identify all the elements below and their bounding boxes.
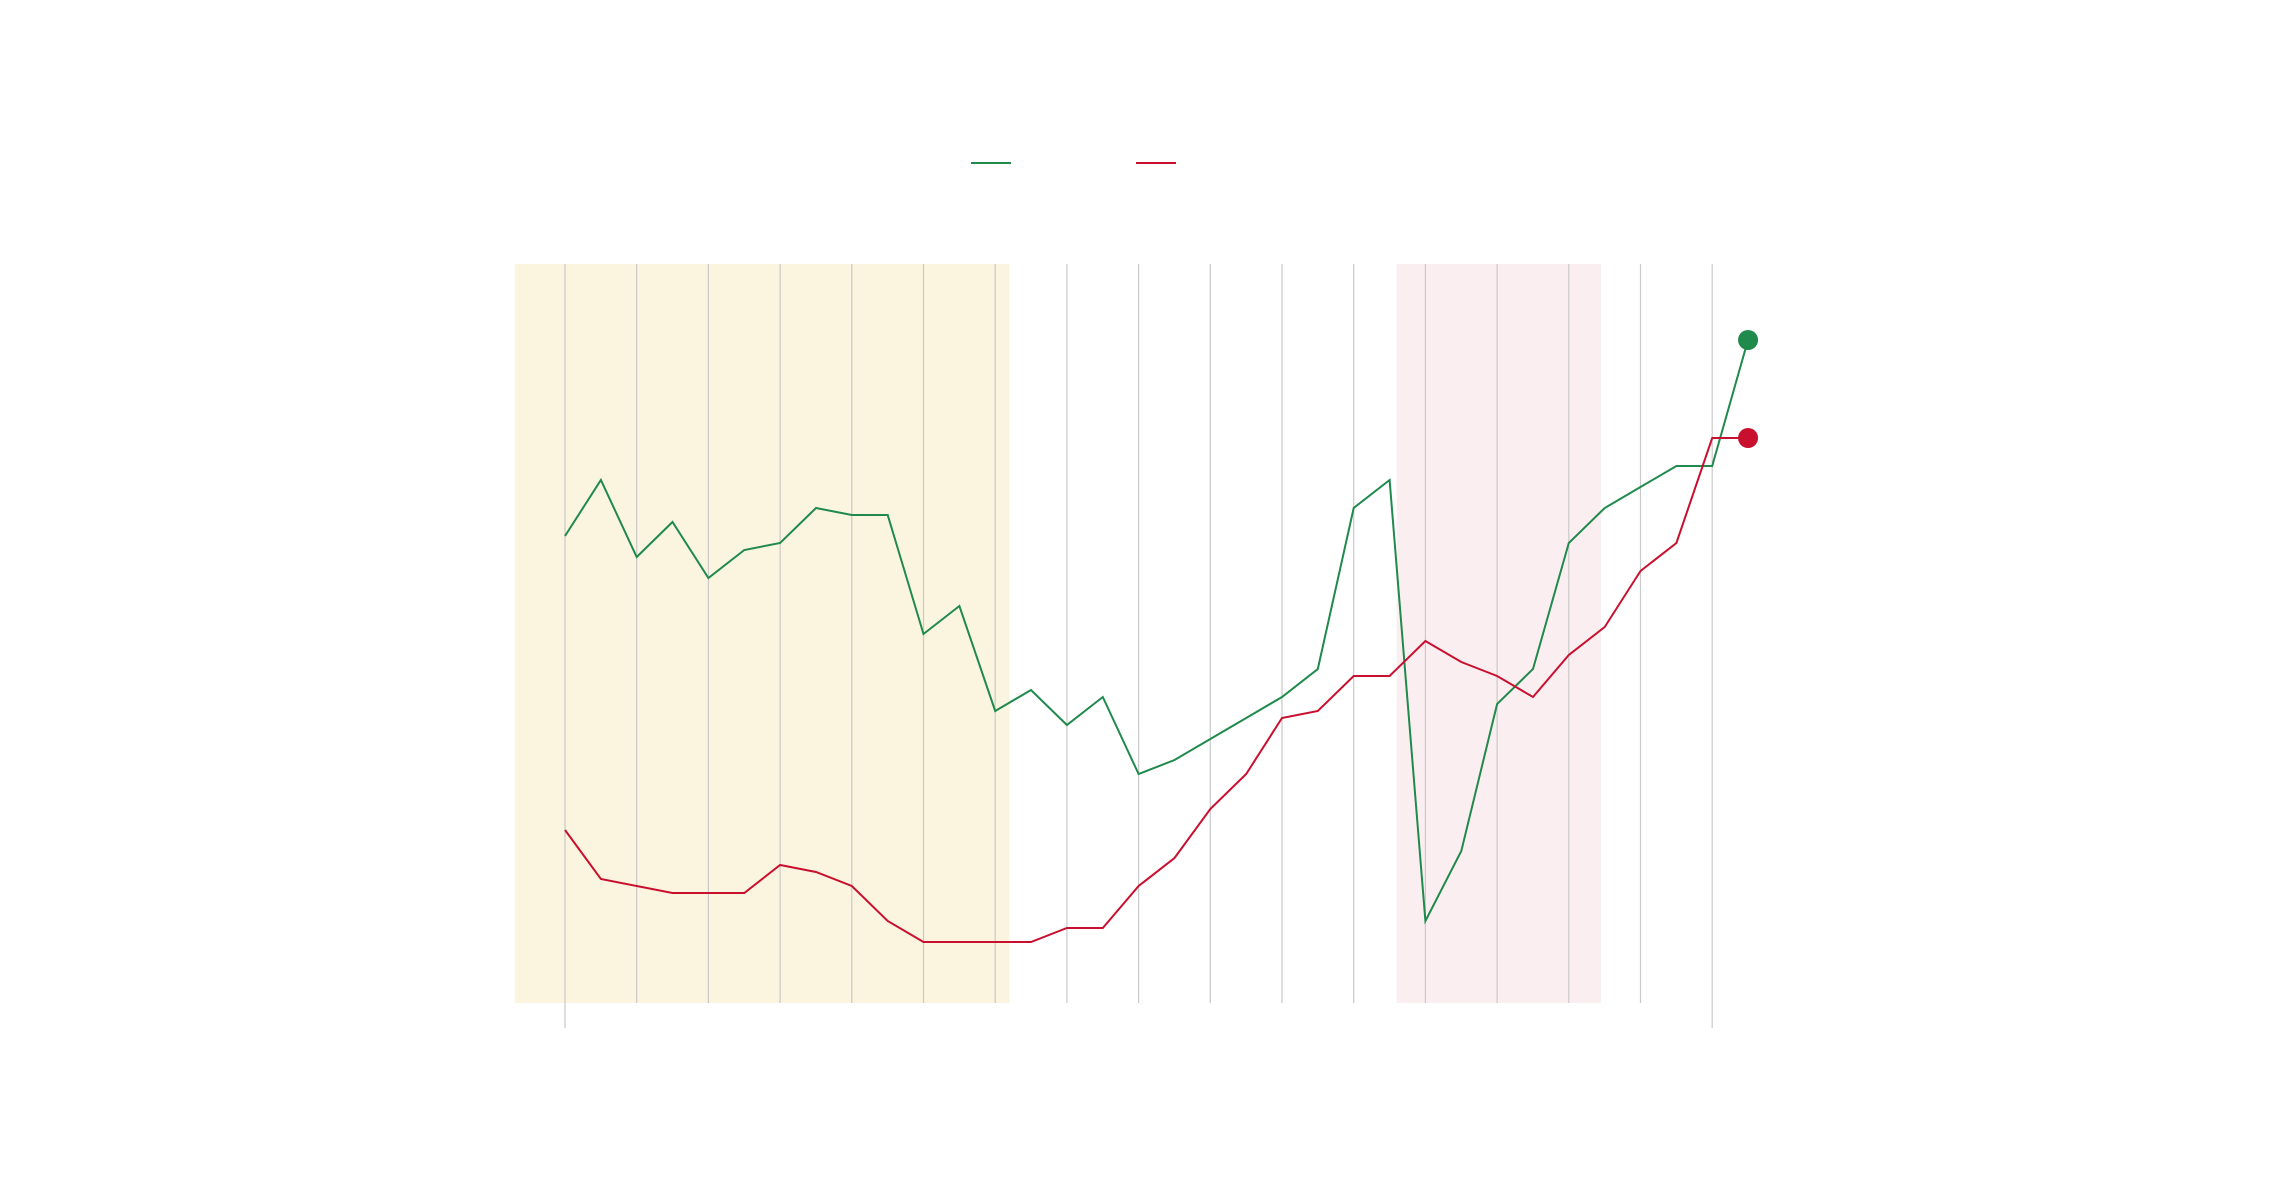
endpoint-markers (1738, 330, 1759, 448)
series-endpoint-marker-1 (1738, 330, 1759, 350)
series-endpoint-marker-2 (1738, 428, 1759, 448)
series-lines (564, 339, 1749, 943)
shaded-region-2 (1396, 264, 1602, 1003)
shaded-region-1 (514, 264, 1010, 1003)
series-line-2 (564, 437, 1748, 943)
series-line-1 (564, 339, 1749, 925)
